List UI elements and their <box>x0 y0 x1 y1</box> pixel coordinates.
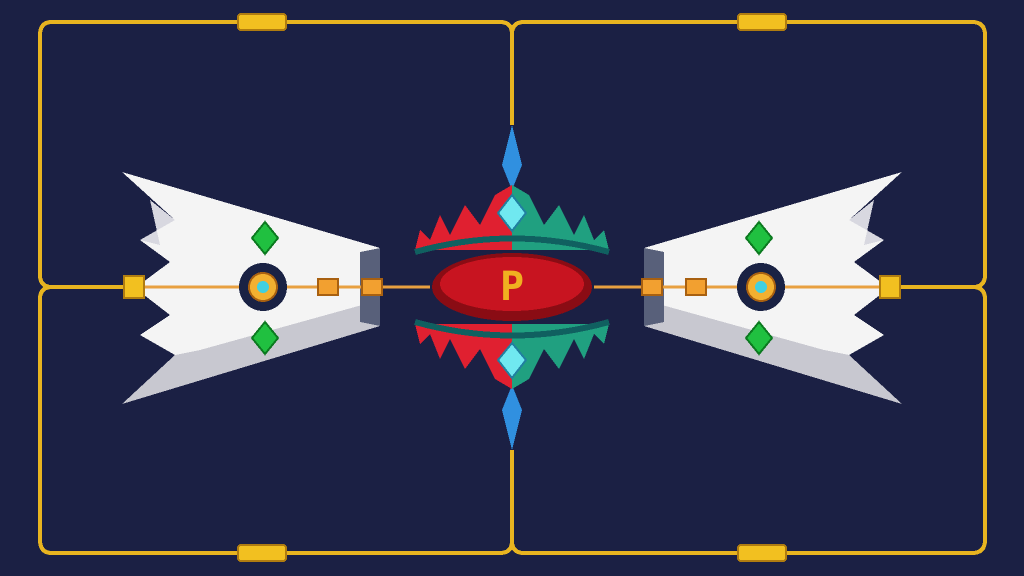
left-wing <box>122 172 430 404</box>
emblem-letter: P <box>500 264 524 310</box>
emblem: P <box>414 125 610 450</box>
frame <box>38 20 987 555</box>
frame-caps <box>237 13 787 562</box>
